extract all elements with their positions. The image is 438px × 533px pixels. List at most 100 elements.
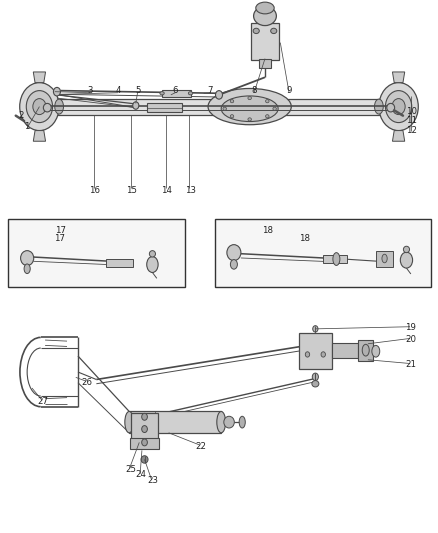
Ellipse shape <box>265 115 269 118</box>
Ellipse shape <box>224 416 234 428</box>
Text: 26: 26 <box>81 378 92 386</box>
Text: 22: 22 <box>195 442 206 450</box>
Bar <box>42 99 396 115</box>
Ellipse shape <box>239 416 245 428</box>
Ellipse shape <box>312 381 319 387</box>
Bar <box>130 438 159 449</box>
Text: 13: 13 <box>185 187 196 195</box>
Ellipse shape <box>142 425 148 433</box>
Ellipse shape <box>313 326 318 332</box>
Text: 10: 10 <box>406 108 417 116</box>
Text: 21: 21 <box>405 360 417 369</box>
Ellipse shape <box>400 252 413 268</box>
Polygon shape <box>33 131 46 141</box>
Bar <box>358 340 373 361</box>
Ellipse shape <box>385 91 412 123</box>
Ellipse shape <box>133 102 139 109</box>
Text: 27: 27 <box>37 397 49 406</box>
Ellipse shape <box>312 373 318 381</box>
Ellipse shape <box>362 344 369 356</box>
Text: 2: 2 <box>18 111 24 120</box>
Ellipse shape <box>149 251 155 257</box>
Text: 5: 5 <box>135 86 141 95</box>
Ellipse shape <box>208 88 291 125</box>
Ellipse shape <box>230 260 237 269</box>
Ellipse shape <box>142 439 148 446</box>
Ellipse shape <box>227 245 241 261</box>
Text: 12: 12 <box>406 126 417 134</box>
Ellipse shape <box>265 100 269 103</box>
Ellipse shape <box>160 92 164 95</box>
Ellipse shape <box>125 411 134 433</box>
Ellipse shape <box>141 456 148 463</box>
Ellipse shape <box>20 83 59 131</box>
Ellipse shape <box>215 91 223 99</box>
Text: 14: 14 <box>161 187 172 195</box>
Ellipse shape <box>223 107 226 110</box>
Text: 15: 15 <box>126 187 137 195</box>
Ellipse shape <box>392 99 405 115</box>
Ellipse shape <box>256 2 274 14</box>
Ellipse shape <box>271 28 277 34</box>
Ellipse shape <box>55 99 64 114</box>
Text: 23: 23 <box>147 477 158 485</box>
Ellipse shape <box>379 83 418 131</box>
Ellipse shape <box>21 251 34 265</box>
Polygon shape <box>33 72 46 83</box>
Bar <box>8 219 185 287</box>
Text: 18: 18 <box>261 226 273 235</box>
Bar <box>332 343 358 358</box>
Bar <box>323 255 347 263</box>
Ellipse shape <box>217 411 226 433</box>
Ellipse shape <box>382 254 387 263</box>
Ellipse shape <box>253 28 259 34</box>
Bar <box>131 413 158 439</box>
Bar <box>106 259 133 266</box>
Ellipse shape <box>321 352 325 357</box>
Ellipse shape <box>221 96 278 122</box>
Text: 17: 17 <box>55 226 66 235</box>
Ellipse shape <box>374 99 383 114</box>
Ellipse shape <box>403 246 410 253</box>
Text: 17: 17 <box>53 235 65 243</box>
Text: 9: 9 <box>286 86 292 95</box>
Text: 11: 11 <box>406 117 417 125</box>
Text: 20: 20 <box>405 335 417 344</box>
Ellipse shape <box>230 115 234 118</box>
Polygon shape <box>392 131 405 141</box>
Text: 16: 16 <box>88 187 100 195</box>
Text: 18: 18 <box>299 235 310 243</box>
Text: 1: 1 <box>24 123 29 131</box>
Ellipse shape <box>305 352 310 357</box>
Bar <box>129 411 221 433</box>
Ellipse shape <box>147 256 158 272</box>
Polygon shape <box>392 72 405 83</box>
Text: 24: 24 <box>135 471 147 479</box>
Bar <box>215 219 431 287</box>
Ellipse shape <box>387 103 395 112</box>
Ellipse shape <box>26 91 53 123</box>
Ellipse shape <box>333 253 340 265</box>
Ellipse shape <box>188 92 193 95</box>
Bar <box>162 90 191 97</box>
Text: 6: 6 <box>173 86 178 95</box>
Text: 3: 3 <box>87 86 92 95</box>
Ellipse shape <box>33 99 46 115</box>
Bar <box>376 251 393 266</box>
Bar <box>251 23 279 60</box>
Ellipse shape <box>254 6 276 26</box>
Bar <box>299 333 332 369</box>
Text: 19: 19 <box>406 324 416 332</box>
Text: 8: 8 <box>251 86 257 95</box>
Ellipse shape <box>43 103 51 112</box>
Ellipse shape <box>53 87 60 96</box>
Ellipse shape <box>230 100 234 103</box>
Ellipse shape <box>142 414 148 420</box>
Ellipse shape <box>248 118 251 121</box>
Bar <box>147 103 182 112</box>
Ellipse shape <box>372 345 380 357</box>
Ellipse shape <box>24 264 30 273</box>
Bar <box>259 59 271 68</box>
Ellipse shape <box>273 107 276 110</box>
Text: 25: 25 <box>125 465 136 473</box>
